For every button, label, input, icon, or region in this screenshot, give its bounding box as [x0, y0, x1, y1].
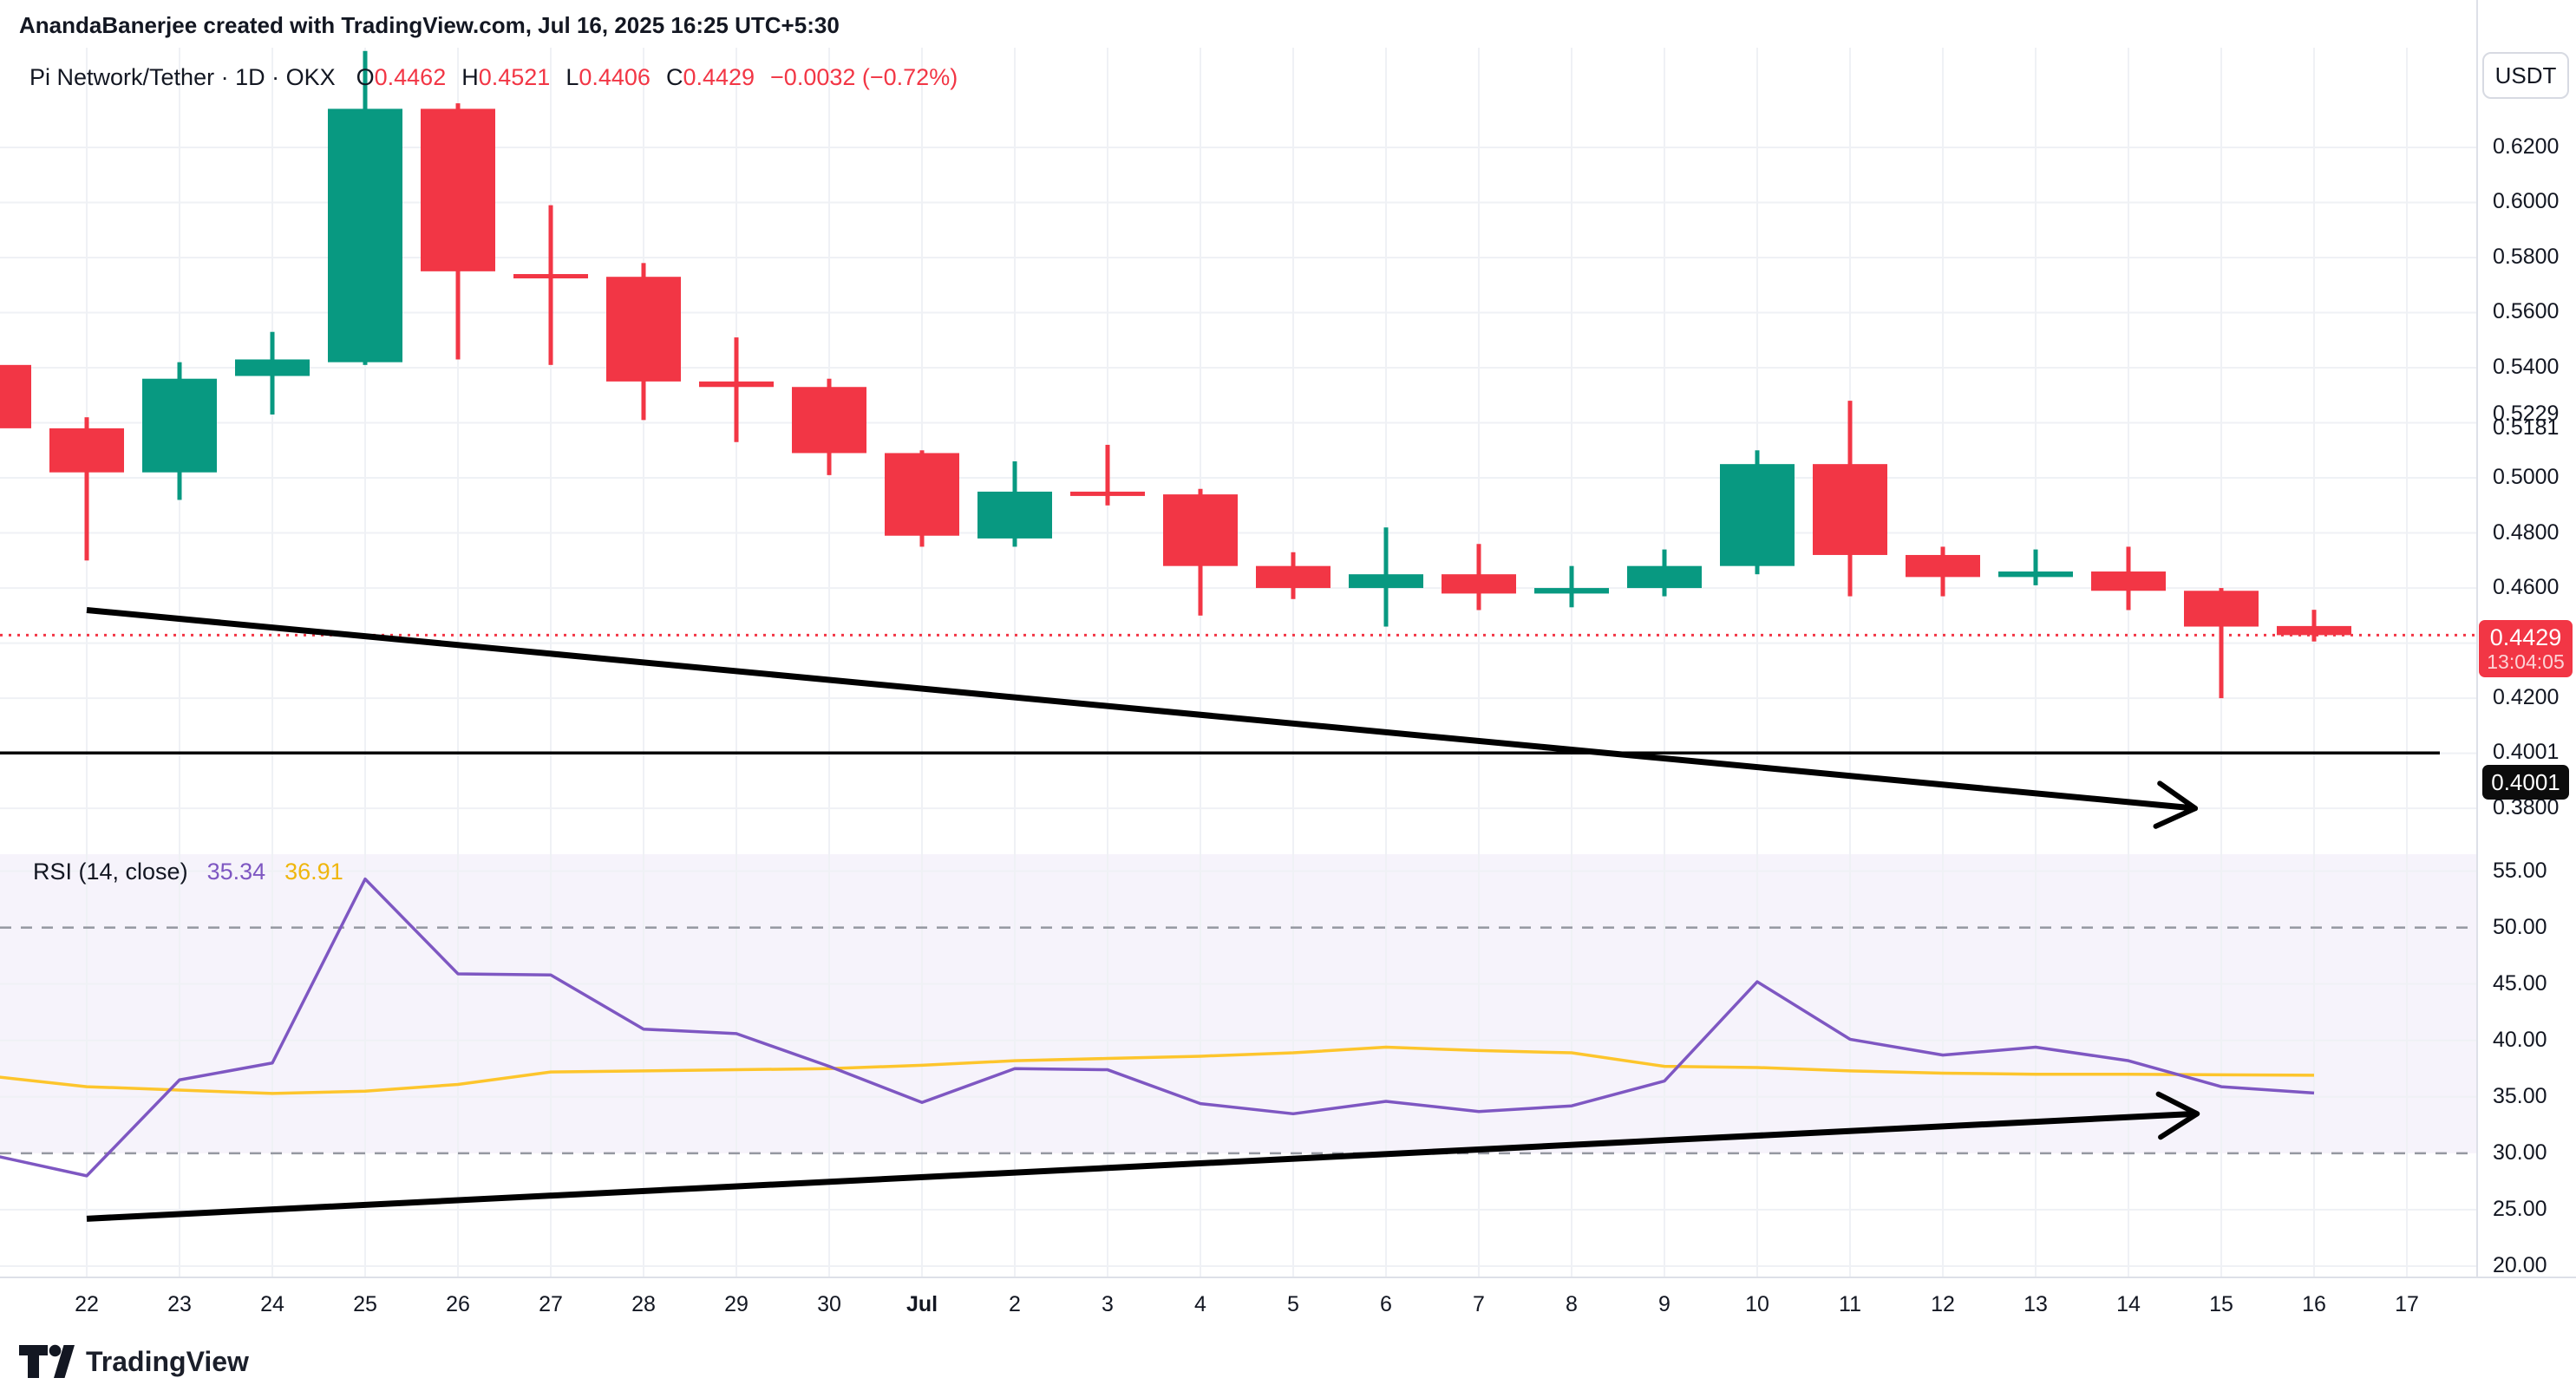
date-axis-label: 28 [631, 1292, 656, 1316]
date-axis-label: 6 [1380, 1292, 1392, 1316]
date-axis-label: 4 [1194, 1292, 1206, 1316]
price-axis-label: 0.5600 [2493, 299, 2560, 324]
open-value: 0.4462 [374, 64, 447, 90]
rsi-axis-label: 20.00 [2493, 1252, 2547, 1277]
symbol-legend: Pi Network/Tether · 1D · OKX O0.4462 H0.… [29, 64, 958, 91]
date-axis-label: 22 [75, 1292, 99, 1316]
price-axis-label: 0.4001 [2493, 740, 2560, 765]
ohlc-low: L0.4406 [566, 64, 651, 91]
price-axis-label: 0.6000 [2493, 189, 2560, 214]
price-axis-label: 0.4800 [2493, 519, 2560, 545]
last-price-value: 0.4429 [2489, 624, 2562, 651]
date-axis-label: 14 [2116, 1292, 2141, 1316]
bar-countdown-timer: 13:04:05 [2487, 650, 2565, 674]
date-axis-label: 9 [1658, 1292, 1670, 1316]
rsi-axis-label: 55.00 [2493, 858, 2547, 883]
tradingview-logo-icon [19, 1344, 75, 1378]
rsi-indicator-legend: RSI (14, close) 35.34 36.91 [33, 859, 343, 885]
rsi-axis-label: 30.00 [2493, 1140, 2547, 1165]
ohlc-high: H0.4521 [461, 64, 550, 91]
horizontal-line-price-badge: 0.4001 [2482, 765, 2569, 800]
price-axis-label: 0.5000 [2493, 465, 2560, 490]
high-value: 0.4521 [478, 64, 551, 90]
rsi-title[interactable]: RSI (14, close) [33, 859, 188, 885]
low-value: 0.4406 [579, 64, 651, 90]
currency-unit-button[interactable]: USDT [2482, 52, 2569, 99]
price-axis-label: 0.5400 [2493, 355, 2560, 379]
date-axis-label: Jul [906, 1292, 938, 1316]
date-axis-label: 10 [1745, 1292, 1769, 1316]
date-axis-label: 2 [1009, 1292, 1021, 1316]
close-value: 0.4429 [683, 64, 755, 90]
rsi-axis-label: 35.00 [2493, 1083, 2547, 1108]
open-label: O [356, 64, 375, 90]
date-axis-label: 16 [2302, 1292, 2326, 1316]
close-label: C [665, 64, 683, 90]
price-axis-label: 0.6200 [2493, 134, 2560, 159]
date-axis-label: 24 [260, 1292, 284, 1316]
rsi-axis-label: 25.00 [2493, 1196, 2547, 1221]
date-axis-label: 3 [1102, 1292, 1114, 1316]
rsi-value: 35.34 [206, 859, 266, 885]
price-axis-label: 0.4600 [2493, 575, 2560, 600]
rsi-axis-label: 45.00 [2493, 970, 2547, 996]
price-axis-label: 0.5229 [2493, 402, 2560, 427]
last-price-badge: 0.4429 13:04:05 [2479, 620, 2573, 678]
price-axis-label: 0.5181 [2493, 415, 2560, 440]
date-axis-label: 7 [1473, 1292, 1485, 1316]
ohlc-open: O0.4462 [356, 64, 447, 91]
date-axis-label: 30 [817, 1292, 841, 1316]
date-axis-label: 5 [1287, 1292, 1299, 1316]
attribution-watermark: AnandaBanerjee created with TradingView.… [19, 12, 840, 38]
date-axis-label: 11 [1839, 1292, 1861, 1316]
date-axis-label: 26 [446, 1292, 470, 1316]
date-axis-label: 12 [1931, 1292, 1955, 1316]
low-label: L [566, 64, 579, 90]
high-label: H [461, 64, 479, 90]
date-axis-label: 25 [353, 1292, 377, 1316]
date-axis-label: 15 [2209, 1292, 2233, 1316]
rsi-ma-value: 36.91 [284, 859, 343, 885]
symbol-title[interactable]: Pi Network/Tether · 1D · OKX [29, 64, 336, 90]
tradingview-logo[interactable]: TradingView [19, 1344, 249, 1379]
date-axis-label: 13 [2024, 1292, 2048, 1316]
tradingview-logo-text: TradingView [86, 1345, 249, 1377]
date-axis-label: 27 [539, 1292, 563, 1316]
date-axis-label: 8 [1566, 1292, 1578, 1316]
rsi-axis-label: 40.00 [2493, 1027, 2547, 1052]
rsi-axis-label: 50.00 [2493, 914, 2547, 939]
change-value: −0.0032 (−0.72%) [770, 64, 958, 90]
date-axis-label: 29 [724, 1292, 749, 1316]
price-axis-label: 0.5800 [2493, 244, 2560, 269]
ohlc-close: C0.4429 [666, 64, 755, 91]
date-axis-label: 17 [2395, 1292, 2419, 1316]
date-axis-label: 23 [167, 1292, 192, 1316]
price-axis-label: 0.4200 [2493, 685, 2560, 710]
